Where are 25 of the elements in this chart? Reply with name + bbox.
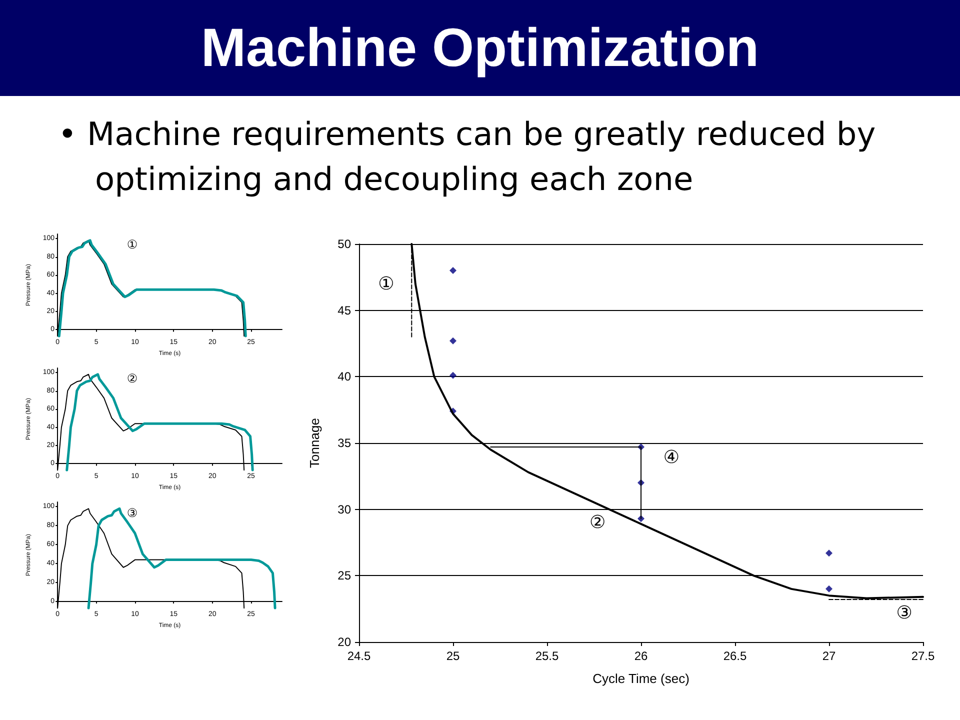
y-tick-label: 35	[338, 436, 352, 450]
y-tick-label: 20	[338, 635, 352, 649]
annotation: ③	[896, 602, 912, 624]
y-tick-label: 40	[338, 370, 352, 384]
annotation: ②	[589, 512, 606, 534]
annotation: ④	[663, 447, 680, 468]
x-axis-title: Cycle Time (sec)	[592, 671, 690, 686]
annotation: ①	[126, 238, 138, 252]
text: • Machine requirements can be greatly reduced by optimizing and decoupling each zone	[58, 114, 877, 200]
y-axis-title: Tonnage	[307, 418, 322, 468]
y-tick-label: 50	[338, 237, 352, 251]
x-tick-label: 26	[634, 649, 648, 663]
x-tick-label: 24.5	[347, 649, 371, 663]
x-tick-label: 26.5	[723, 649, 747, 663]
y-tick-label: 30	[338, 502, 352, 516]
x-tick-label: 25.5	[535, 649, 559, 663]
x-tick-label: 27.5	[911, 649, 935, 663]
text: Machine Optimization	[0, 0, 960, 96]
x-tick-label: 25	[446, 649, 460, 663]
annotation: ②	[126, 372, 138, 386]
y-tick-label: 25	[338, 568, 352, 583]
annotation: ③	[126, 506, 138, 520]
annotation: ①	[378, 273, 394, 294]
y-tick-label: 45	[338, 303, 352, 318]
x-tick-label: 27	[822, 649, 836, 663]
